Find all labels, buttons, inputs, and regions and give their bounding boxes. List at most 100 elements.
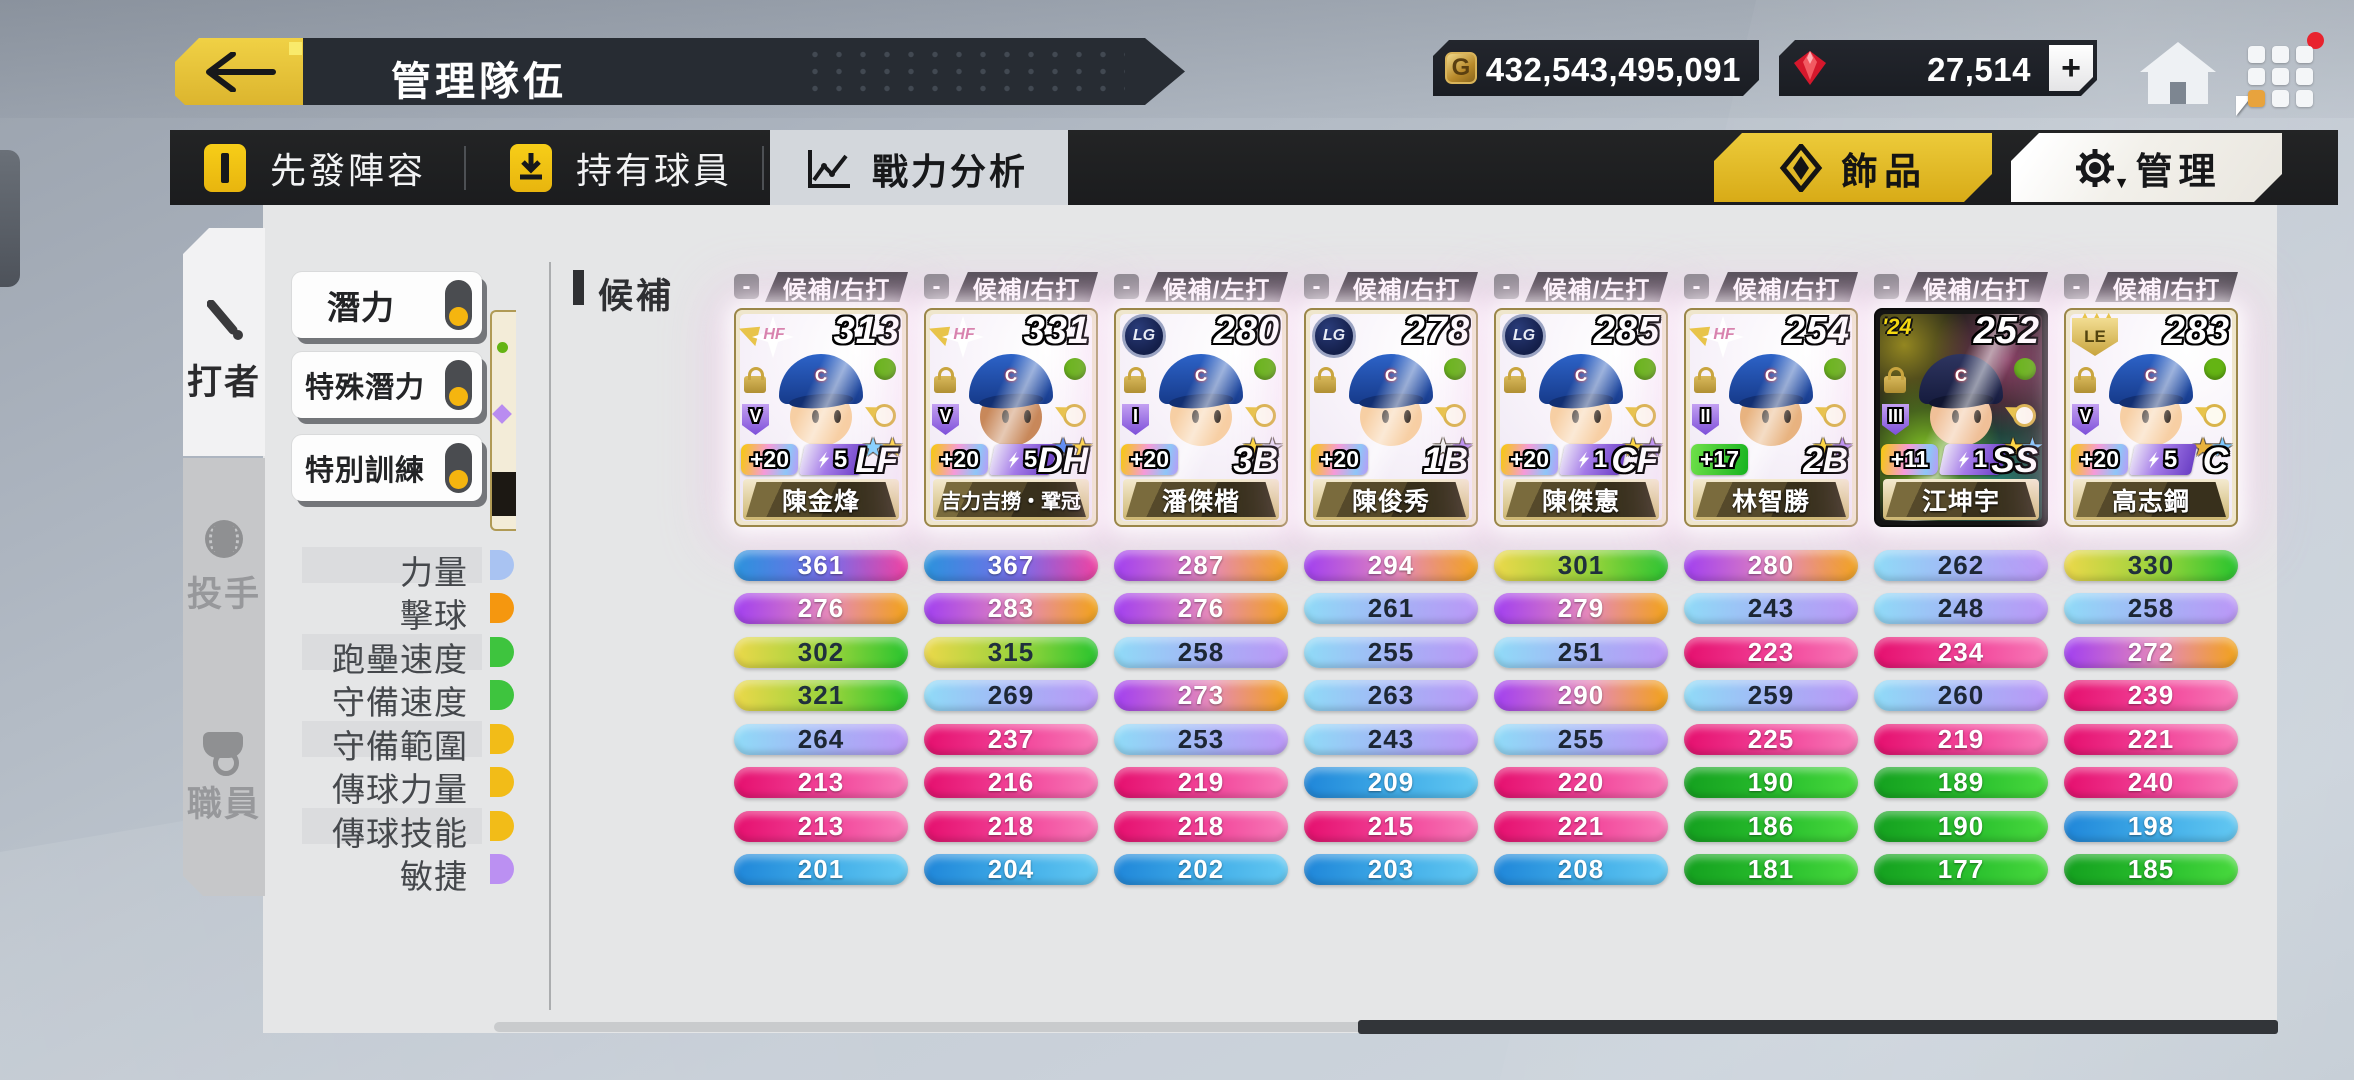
lightning-icon	[1959, 451, 1970, 468]
player-slot-label: 候補/右打	[2095, 272, 2238, 302]
player-card-column: - 候補/右打 C HF 254 II ★★ +17 2B 林智勝	[1684, 272, 1858, 528]
lightning-icon	[2149, 451, 2160, 468]
remove-player-button[interactable]: -	[1494, 274, 1519, 299]
player-slot-label: 候補/右打	[955, 272, 1098, 302]
player-card[interactable]: C '24 252 III ★★ +11 1 SS 江坤宇	[1874, 308, 2048, 527]
position-label: 1B	[1423, 441, 1468, 480]
stat-row-background	[302, 721, 482, 757]
stat-pill: 273	[1114, 680, 1288, 711]
gear-icon: ▼	[2072, 145, 2118, 191]
toggle-switch[interactable]	[445, 360, 472, 410]
stat-pill: 294	[1304, 550, 1478, 581]
tab-owned-players[interactable]: 持有球員	[510, 130, 732, 205]
stat-label: 守備速度	[332, 684, 468, 721]
energy-badge: 5	[2128, 444, 2198, 475]
clipped-stat-pill	[490, 767, 514, 797]
player-card-column: - 候補/左打 C LG 280 I ★★ +20 3B 潘傑楷	[1114, 272, 1288, 528]
back-button[interactable]	[175, 38, 307, 105]
stat-row-background	[302, 547, 482, 583]
manage-button[interactable]: ▼ 管理	[2011, 133, 2282, 202]
stat-pill: 209	[1304, 767, 1478, 798]
sidebar-item-pitcher[interactable]: 投手	[183, 520, 265, 670]
baseball-icon	[205, 520, 243, 558]
tab-divider	[464, 146, 466, 190]
player-name: 高志鋼	[2111, 487, 2190, 516]
remove-player-button[interactable]: -	[1304, 274, 1329, 299]
player-card[interactable]: C HF 254 II ★★ +17 2B 林智勝	[1684, 308, 1858, 527]
clipped-stat-pill	[490, 550, 514, 580]
team-emblem-icon: ▲▲▲ LE	[2070, 308, 2134, 362]
player-slot-label: 候補/右打	[1715, 272, 1858, 302]
status-dot	[2014, 358, 2036, 380]
stat-pill: 181	[1684, 854, 1858, 885]
sidebar-label-pitcher: 投手	[186, 575, 261, 614]
status-dot	[1444, 358, 1466, 380]
gem-currency-chip[interactable]: 27,514 +	[1779, 40, 2097, 96]
lightning-icon	[1009, 451, 1020, 468]
stat-pill: 276	[1114, 593, 1288, 624]
player-name: 陳金烽	[781, 487, 860, 516]
slot-header: - 候補/右打	[1684, 272, 1858, 303]
stat-label: 傳球力量	[332, 771, 468, 808]
team-emblem-icon: HF	[1685, 314, 1754, 362]
comet-ball-icon	[1253, 404, 1276, 427]
add-gems-button[interactable]: +	[2049, 45, 2093, 91]
stat-label: 傳球技能	[332, 815, 468, 852]
clipped-stat-pill	[490, 724, 514, 754]
nameplate: 吉力吉撈・鞏冠	[933, 479, 1089, 520]
stat-pill: 220	[1494, 767, 1668, 798]
star-badges: ★★	[1621, 432, 1664, 462]
grid-cell	[2248, 90, 2265, 107]
player-card[interactable]: C LG 280 I ★★ +20 3B 潘傑楷	[1114, 308, 1288, 527]
player-card[interactable]: C LG 278 ★★ +20 1B 陳俊秀	[1304, 308, 1478, 527]
bonus-badge: +20	[1501, 444, 1558, 475]
position-label: CF	[1611, 441, 1658, 480]
team-emblem-icon: LG	[1310, 314, 1374, 362]
stat-pill: 301	[1494, 550, 1668, 581]
sidebar-item-batter[interactable]: 打者	[183, 228, 265, 456]
player-card[interactable]: C HF 331 V ★★ +20 5 DH 吉力吉撈・鞏冠	[924, 308, 1098, 527]
remove-player-button[interactable]: -	[1684, 274, 1709, 299]
stat-pill: 258	[1114, 637, 1288, 668]
slot-header: - 候補/左打	[1494, 272, 1668, 303]
stat-pill: 321	[734, 680, 908, 711]
filter-toggle-label: 特殊潛力	[304, 372, 425, 404]
player-card[interactable]: C ▲▲▲LE 283 V ★★ +20 5 C 高志鋼	[2064, 308, 2238, 527]
player-name: 潘傑楷	[1161, 487, 1240, 516]
filter-toggle-button[interactable]: 特殊潛力	[292, 352, 482, 418]
slot-header: - 候補/右打	[734, 272, 908, 303]
filter-toggle-button[interactable]: 潛力	[292, 272, 482, 338]
star-badges: ★★	[1811, 432, 1854, 462]
remove-player-button[interactable]: -	[734, 274, 759, 299]
stat-pill: 219	[1874, 724, 2048, 755]
toggle-switch[interactable]	[445, 280, 472, 330]
accessories-button[interactable]: 飾品	[1714, 133, 1992, 202]
remove-player-button[interactable]: -	[1114, 274, 1139, 299]
player-name: 江坤宇	[1921, 487, 2000, 516]
app-grid-button[interactable]	[2236, 32, 2324, 116]
tab-power-analysis[interactable]: 戰力分析	[770, 130, 1068, 207]
lightning-icon	[819, 451, 830, 468]
nameplate: 陳金烽	[743, 479, 899, 520]
remove-player-button[interactable]: -	[2064, 274, 2089, 299]
toggle-switch[interactable]	[445, 443, 472, 493]
stat-pill: 225	[1684, 724, 1858, 755]
player-name: 吉力吉撈・鞏冠	[941, 491, 1081, 513]
sidebar-item-staff[interactable]: 職員	[183, 730, 265, 880]
player-card[interactable]: C HF 313 V ★★ +20 5 LF 陳金烽	[734, 308, 908, 527]
stat-pill: 177	[1874, 854, 2048, 885]
remove-player-button[interactable]: -	[1874, 274, 1899, 299]
tab-starting-lineup[interactable]: 先發陣容	[204, 130, 426, 205]
clipped-stat-pill	[490, 811, 514, 841]
horizontal-scrollbar-thumb[interactable]	[1358, 1020, 2278, 1034]
player-rating: 285	[1593, 310, 1660, 352]
home-button[interactable]	[2138, 42, 2218, 106]
stat-pill: 255	[1304, 637, 1478, 668]
gold-currency-chip[interactable]: G 432,543,495,091	[1433, 40, 1759, 96]
player-card[interactable]: C LG 285 ★★ +20 1 CF 陳傑憲	[1494, 308, 1668, 527]
player-card-column: - 候補/右打 C ▲▲▲LE 283 V ★★ +20 5 C	[2064, 272, 2238, 528]
edge-drawer-handle[interactable]	[0, 150, 20, 287]
remove-player-button[interactable]: -	[924, 274, 949, 299]
filter-toggle-button[interactable]: 特別訓練	[292, 435, 482, 501]
stat-pill: 190	[1684, 767, 1858, 798]
